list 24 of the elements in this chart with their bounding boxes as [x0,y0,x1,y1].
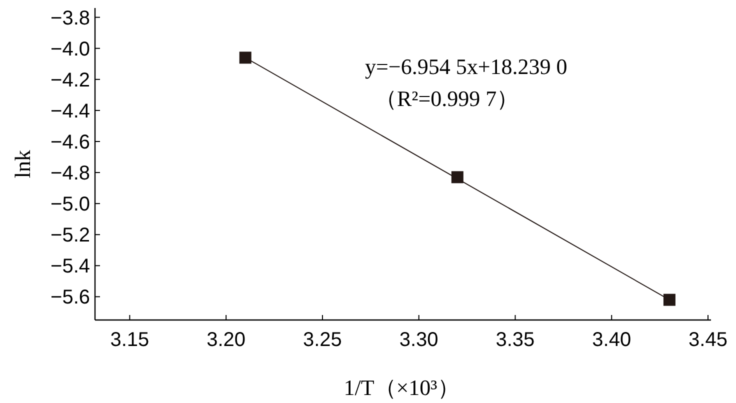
x-tick-label: 3.30 [399,329,438,351]
y-tick-label: −3.8 [50,7,90,30]
x-tick-label: 3.35 [496,329,535,351]
y-axis-title: lnk [10,150,35,178]
annotation: （R²=0.999 7） [375,86,519,111]
y-tick-label: −5.4 [50,256,90,278]
y-tick-label: −4.2 [50,69,90,92]
x-tick-label: 3.15 [110,329,150,351]
annotation: y=−6.954 5x+18.239 0 [365,54,568,79]
y-tick-label: −4.8 [50,162,90,185]
point [239,52,252,64]
y-tick-label: −5.0 [50,194,90,216]
y-tick-label: −5.6 [50,286,90,309]
y-tick-label: −4.6 [50,131,90,154]
y-tick-label: −4.0 [50,38,90,60]
y-tick-label: −5.2 [50,224,90,247]
point [451,171,464,184]
y-tick-label: −4.4 [50,100,90,122]
x-tick-label: 3.25 [302,329,342,351]
x-tick-label: 3.40 [592,329,632,351]
x-tick-label: 3.20 [206,329,246,351]
point [663,294,676,306]
x-tick-label: 3.45 [688,329,728,351]
x-axis-title: 1/T（×10³） [344,375,460,400]
